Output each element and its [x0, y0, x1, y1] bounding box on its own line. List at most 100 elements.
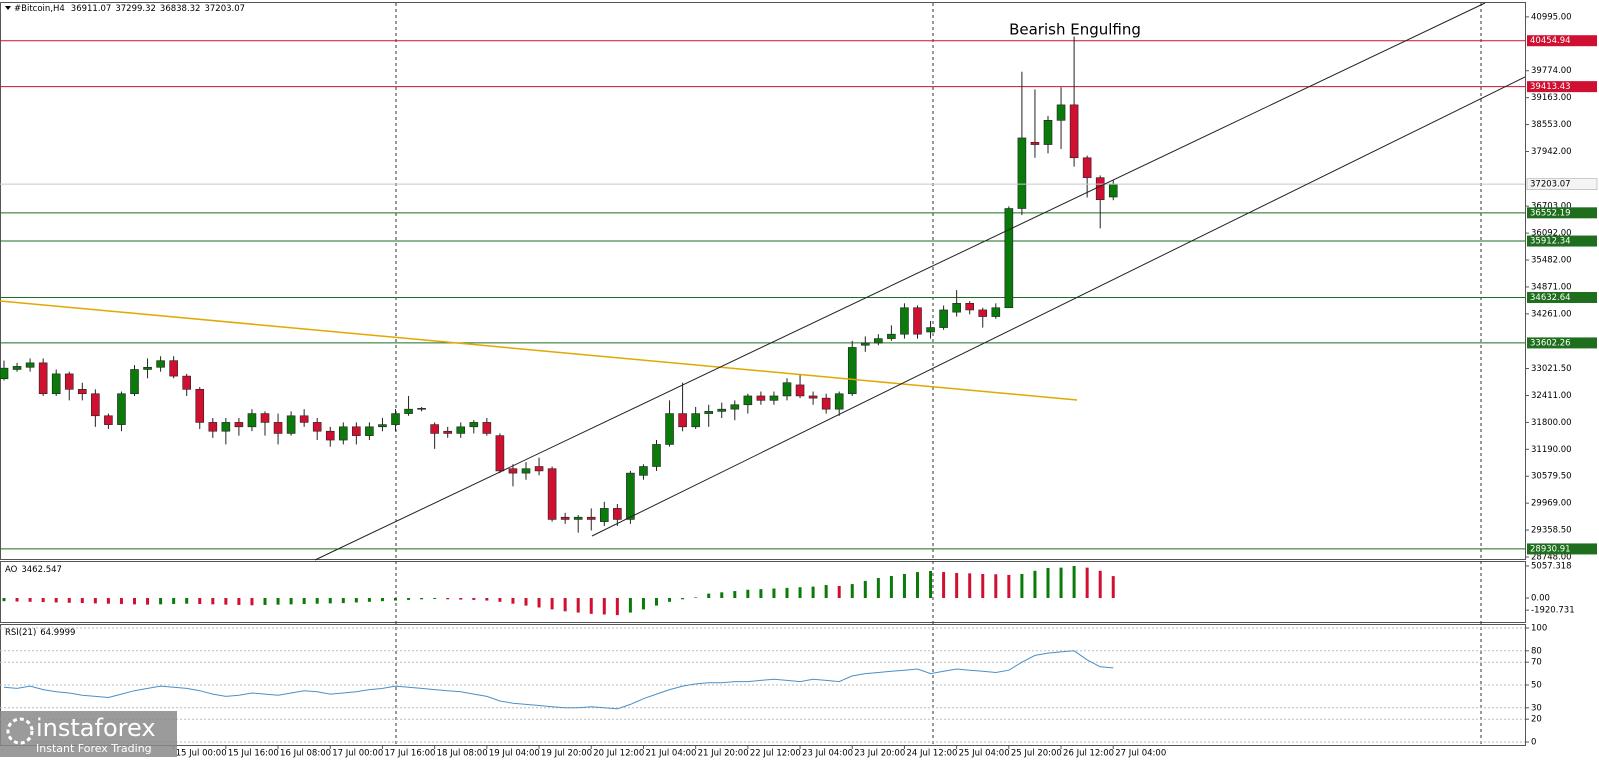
y-tick-label: 29358.50	[1531, 526, 1572, 536]
candle-body	[1069, 104, 1079, 159]
y-tick-label: 0.00	[1531, 594, 1550, 604]
level-label-box	[1527, 235, 1597, 247]
ao-bar	[772, 588, 776, 599]
level-label: 35912.34	[1530, 237, 1571, 247]
ao-bar	[106, 598, 110, 604]
ao-bar	[550, 598, 554, 610]
ao-bar	[472, 598, 476, 600]
level-label: 40454.94	[1530, 36, 1571, 46]
ao-header: AO 3462.547	[5, 565, 62, 575]
ao-bar	[367, 598, 371, 602]
candle-body	[260, 413, 270, 423]
candle-body	[38, 362, 48, 395]
candle-body	[808, 395, 818, 399]
ao-bar	[224, 598, 228, 605]
y-tick-label: 0	[1531, 738, 1536, 748]
candle-body	[521, 468, 531, 474]
menu-arrow	[5, 6, 11, 10]
x-tick-label: 19 Jul 04:00	[489, 749, 540, 759]
level-label: 34632.64	[1530, 293, 1571, 303]
ao-bar	[824, 585, 828, 599]
y-tick-label: 31190.00	[1531, 445, 1572, 455]
candle-body	[795, 384, 805, 397]
logo-tagline: Instant Forex Trading	[36, 742, 152, 755]
ao-bar	[354, 598, 358, 603]
candle-body	[626, 472, 635, 520]
candle-body	[169, 360, 178, 377]
x-tick-label: 15 Jul 00:00	[176, 749, 227, 759]
x-tick-label: 16 Jul 08:00	[280, 749, 331, 759]
ao-bar	[80, 598, 84, 604]
candle-body	[208, 422, 218, 432]
x-tick-label: 18 Jul 08:00	[437, 749, 488, 759]
current-price-box	[1526, 178, 1598, 190]
candle-body	[1108, 183, 1118, 198]
ao-bar	[1085, 567, 1089, 599]
candle-body	[1030, 142, 1040, 145]
candle-body	[64, 373, 74, 390]
ao-bar	[394, 598, 397, 601]
x-tick-label: 25 Jul 04:00	[959, 749, 1010, 759]
ao-bar	[942, 572, 946, 599]
candle-body	[443, 430, 453, 434]
candle-body	[847, 347, 857, 395]
ao-bar	[655, 598, 658, 606]
ao-bar	[694, 597, 698, 599]
ao-bar	[955, 573, 959, 599]
ao-bar	[524, 598, 528, 606]
level-label-box	[1527, 291, 1597, 303]
candle-body	[704, 411, 714, 414]
ao-bar	[446, 598, 450, 600]
candle-body	[51, 373, 61, 395]
ao-bar	[837, 585, 841, 599]
y-tick-label: 5057.318	[1531, 562, 1572, 572]
ao-bar	[733, 591, 737, 599]
ao-bar	[759, 589, 763, 599]
y-tick-label: 32411.00	[1531, 391, 1572, 401]
annotation: Bearish Engulfing	[1009, 21, 1141, 39]
ao-bar	[198, 598, 202, 605]
ao-bar	[420, 598, 424, 600]
ao-bar	[994, 574, 998, 599]
candle-body	[338, 426, 348, 441]
ao-bar	[811, 586, 815, 599]
ao-bar	[119, 598, 123, 605]
y-tick-label: 20	[1531, 715, 1542, 725]
candle-body	[573, 516, 583, 520]
candle-body	[430, 424, 439, 434]
candle-body	[887, 333, 896, 339]
ao-bar	[628, 598, 632, 613]
y-tick-label: 31800.00	[1531, 418, 1572, 428]
y-tick-label: 30	[1531, 703, 1542, 713]
ao-bar	[1007, 574, 1011, 599]
ao-bar	[968, 573, 972, 599]
chart-header: #Bitcoin,H4 36911.07 37299.32 36838.32 37203…	[14, 4, 245, 14]
ao-bar	[916, 572, 919, 599]
y-tick-label: 33021.50	[1531, 364, 1572, 374]
y-tick-label: 39163.00	[1531, 93, 1572, 103]
candle-body	[965, 303, 975, 311]
ao-bar	[250, 598, 254, 606]
y-tick-label: 34261.00	[1531, 309, 1572, 319]
ao-bar	[407, 598, 411, 600]
candle-body	[547, 468, 557, 520]
y-tick-label: -1920.731	[1531, 606, 1575, 616]
y-tick-label: 35482.00	[1531, 256, 1572, 266]
level-label: 39413.43	[1530, 82, 1571, 92]
candle-body	[469, 422, 479, 428]
price-layer: 40995.00 39774.00 39163.00 38553.00 37942.00…	[0, 12, 1598, 759]
ao-bar	[41, 598, 45, 603]
candle-body	[508, 468, 518, 474]
candle-body	[743, 395, 753, 406]
ao-bar	[433, 598, 437, 599]
candle-body	[312, 422, 322, 432]
y-tick-label: 34871.00	[1531, 282, 1572, 292]
candle-body	[78, 389, 87, 395]
candle-body	[91, 393, 100, 417]
ao-bar	[2, 598, 6, 602]
ao-bar	[146, 598, 150, 605]
ao-bar	[315, 598, 319, 604]
candle-body	[1017, 137, 1027, 209]
separators	[395, 3, 1482, 745]
ao-bar	[28, 598, 32, 602]
